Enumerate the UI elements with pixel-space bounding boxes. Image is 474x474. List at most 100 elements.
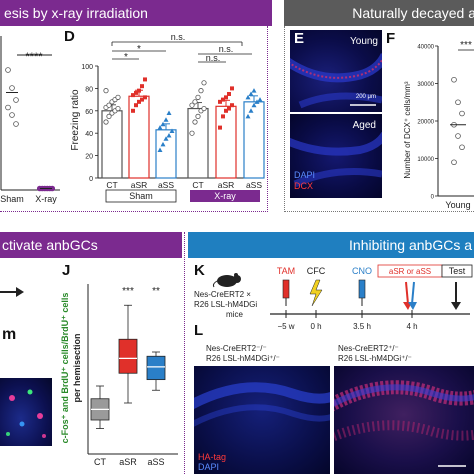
panel-d-point <box>131 108 135 113</box>
panel-d-sig-left2: * <box>124 52 128 63</box>
panel-k-t4: 4 h <box>406 322 417 331</box>
panel-f-plot: Number of DCX⁺ cells/mm³ 0 10000 20000 3000… <box>403 40 474 210</box>
micrograph-aged-label: Aged <box>352 120 376 131</box>
panel-d-point <box>218 99 222 104</box>
panel-c-point <box>13 97 19 103</box>
panel-d-xtick-label: aSS <box>246 180 262 190</box>
panel-d-point <box>137 88 141 93</box>
scale-bar-label: 200 μm <box>355 94 376 100</box>
panel-d-ytick-label: 60 <box>85 109 93 116</box>
banner-top-left: esis by x-ray irradiation <box>0 0 272 26</box>
micrograph-dapi-label: DAPI <box>294 170 316 180</box>
panel-d-point <box>140 97 144 102</box>
panel-d-sig-top: n.s. <box>171 32 186 42</box>
panel-c-point <box>9 85 15 91</box>
panel-d-point <box>134 90 138 95</box>
panel-c-point <box>5 104 11 111</box>
panel-d-point <box>192 99 198 105</box>
panel-d-plot: Freezing ratio 0 20 40 60 80 100 CT aSR aSS CT aS… <box>70 32 265 203</box>
panel-i-partial-text: m <box>2 326 17 343</box>
micrograph-young-label: Young <box>350 36 378 47</box>
panel-d-point <box>166 132 172 138</box>
panel-d-point <box>251 102 257 108</box>
syringe-cno-icon <box>358 279 366 299</box>
panel-d-point <box>245 113 251 119</box>
banner-bottom-left-text: ctivate anbGCs <box>2 237 98 253</box>
panel-d-xtick-label: aSR <box>218 180 235 190</box>
panel-f-point <box>455 133 461 139</box>
panel-d-group-xray: X-ray <box>214 191 236 201</box>
panel-k-t1: −5 w <box>277 322 294 331</box>
panel-letter-e: E <box>294 30 305 47</box>
panel-i-arrow <box>0 287 24 297</box>
micrograph-dcx-label: DCX <box>294 181 314 191</box>
panel-k-mouse-line-1: Nes-CreERT2 × <box>194 290 251 299</box>
panel-d-xtick-label: CT <box>192 180 203 190</box>
panel-d-point <box>189 102 195 108</box>
panel-k-mouse-line-2: R26 LSL-hM4DGi <box>194 300 258 309</box>
panel-d-point <box>166 110 172 116</box>
panel-f-point <box>459 144 465 151</box>
panel-d-ytick-label: 20 <box>85 154 93 161</box>
banner-top-right: Naturally decayed a <box>284 0 474 26</box>
micrograph-young: Young 200 μm <box>290 30 382 112</box>
panel-d-point <box>195 113 201 120</box>
panel-d-point <box>143 77 147 82</box>
panel-c-point <box>9 112 15 118</box>
micrograph-l-left: HA-tag DAPI <box>194 366 330 474</box>
panel-d-point <box>134 103 138 108</box>
panel-c-point <box>5 67 11 73</box>
panel-k-cfc: CFC <box>307 266 326 276</box>
panel-d-point <box>137 99 141 104</box>
panel-d-point <box>201 105 207 112</box>
panel-c-tick-sham: Sham <box>0 194 24 204</box>
panel-k-timeline: TAM CFC CNO aSR or aSS Test −5 w 0 h 3.5… <box>270 264 473 331</box>
panel-l-dapi: DAPI <box>198 462 220 472</box>
panel-d-point <box>198 88 204 94</box>
panel-letter-l: L <box>194 322 204 339</box>
panel-d-point <box>169 128 175 133</box>
panel-c-point <box>13 121 19 127</box>
panel-k-test: Test <box>449 266 466 276</box>
panel-d-ytick-label: 80 <box>85 86 93 93</box>
panel-f-point <box>455 99 461 106</box>
panel-d-ylabel: Freezing ratio <box>70 89 81 151</box>
panel-d-point <box>248 91 254 96</box>
panel-f-ytick-label: 30000 <box>417 82 434 88</box>
panel-d-sig-right2: n.s. <box>206 53 221 63</box>
panel-d-point <box>163 117 169 122</box>
panel-d-point <box>251 88 257 93</box>
panel-d-point <box>192 119 198 125</box>
panel-letter-d: D <box>64 28 75 45</box>
panel-f-ytick-label: 10000 <box>417 157 434 163</box>
panel-j-sig-ass: ** <box>152 286 160 297</box>
panel-j-xtick-label: CT <box>94 457 106 467</box>
banner-bottom-right-text: Inhibiting anbGCs a <box>349 237 472 253</box>
panel-d-point <box>131 93 135 98</box>
panel-j-ylabel-2: per hemisection <box>72 333 82 402</box>
panel-f-point <box>459 110 465 117</box>
micrograph-l-right <box>334 366 474 474</box>
panel-f-ytick-label: 40000 <box>417 45 434 51</box>
panel-k-tam: TAM <box>277 266 295 276</box>
panel-d-ytick-label: 0 <box>89 176 93 183</box>
panel-d-point <box>257 97 263 102</box>
panel-l-right-title-2: R26 LSL-hM4DGi⁺/⁻ <box>338 354 412 363</box>
panel-c-significance: **** <box>25 51 43 63</box>
panel-d-point <box>189 130 195 136</box>
panel-d-xtick-label: aSR <box>131 180 148 190</box>
panel-j-box <box>118 338 138 374</box>
panel-d-sig-right: n.s. <box>219 44 234 54</box>
panel-d-point <box>103 88 109 94</box>
divider-bottom-middle <box>184 232 185 474</box>
panel-k-cno: CNO <box>352 266 372 276</box>
panel-j-ylabel-1: c-Fos⁺ and BrdU⁺ cells/BrdU⁺ cells <box>60 293 70 444</box>
panel-f-ytick-label: 20000 <box>417 120 434 126</box>
banner-bottom-right: Inhibiting anbGCs a <box>188 232 474 258</box>
panel-d-point <box>103 119 109 125</box>
panel-j-box <box>146 355 166 381</box>
panel-d-group-sham: Sham <box>129 191 153 201</box>
panel-d-point <box>160 121 166 127</box>
micrograph-aged: Aged DAPI DCX <box>290 114 382 198</box>
banner-bottom-left: ctivate anbGCs <box>0 232 182 258</box>
